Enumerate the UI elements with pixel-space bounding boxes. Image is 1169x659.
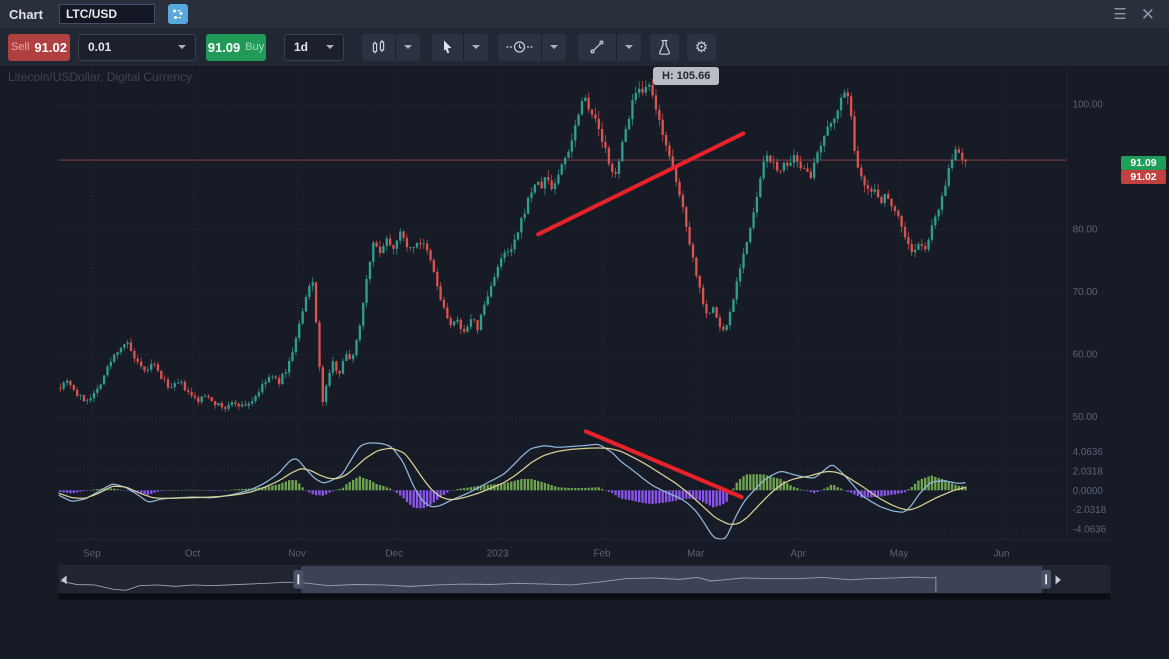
svg-text:70.00: 70.00 — [1073, 287, 1098, 298]
timeframe-value: 1d — [294, 40, 309, 54]
trendline-tool-button[interactable] — [578, 34, 616, 61]
price-axis[interactable]: 100.00 80.00 70.00 60.00 50.00 4.0636 2.0318 0.… — [1073, 99, 1107, 535]
menu-icon[interactable]: ☰ — [1113, 5, 1127, 23]
buy-label: Buy — [245, 41, 265, 53]
indicators-button[interactable] — [650, 33, 679, 61]
svg-text:Dec: Dec — [385, 548, 403, 559]
chevron-down-icon — [178, 45, 186, 49]
cursor-tool-dropdown[interactable] — [464, 34, 488, 61]
trendline-annotation[interactable] — [583, 429, 744, 500]
macd-line — [58, 442, 966, 540]
candlestick-icon — [372, 39, 385, 53]
time-interval-dropdown[interactable] — [542, 34, 566, 61]
svg-text:Apr: Apr — [791, 548, 807, 559]
symbol-watermark: Litecoin/USDollar, Digital Currency — [8, 70, 193, 84]
chevron-down-icon — [550, 45, 558, 49]
trendline-icon — [590, 40, 604, 54]
chart-type-group — [362, 33, 420, 61]
time-interval-button[interactable] — [498, 34, 541, 61]
cursor-tool-group — [432, 33, 488, 61]
svg-text:Oct: Oct — [185, 548, 201, 559]
candle-style-dropdown[interactable] — [396, 34, 420, 61]
page-title: Chart — [9, 6, 43, 22]
high-price-tooltip: H: 105.66 — [653, 67, 720, 85]
close-icon[interactable]: ✕ — [1140, 4, 1155, 24]
trendline-annotation[interactable] — [536, 131, 746, 237]
flask-icon — [659, 39, 670, 55]
symbol-link-icon — [172, 9, 183, 19]
cursor-icon — [444, 40, 452, 54]
svg-text:2.0318: 2.0318 — [1073, 467, 1104, 478]
gridlines — [58, 66, 1067, 540]
title-bar: Chart ☰ ✕ — [0, 0, 1169, 28]
macd-histogram — [59, 474, 967, 509]
svg-text:-4.0636: -4.0636 — [1073, 525, 1107, 536]
toolbar: Sell 91.02 0.01 91.09 Buy 1d — [0, 28, 1169, 66]
candle-style-button[interactable] — [362, 34, 395, 61]
svg-text:80.00: 80.00 — [1073, 224, 1098, 235]
sell-price: 91.02 — [34, 39, 67, 55]
scroll-right-icon[interactable] — [1055, 575, 1061, 585]
ask-price-badge: 91.09 — [1121, 156, 1166, 170]
svg-text:Mar: Mar — [687, 548, 705, 559]
chart-surface[interactable]: 100.00 80.00 70.00 60.00 50.00 4.0636 2.0318 0.… — [0, 66, 1169, 659]
svg-text:2023: 2023 — [487, 548, 509, 559]
sell-button[interactable]: Sell 91.02 — [8, 33, 70, 61]
bid-price-badge: 91.02 — [1121, 170, 1166, 184]
scroll-left-icon[interactable] — [61, 575, 67, 585]
svg-text:60.00: 60.00 — [1073, 350, 1098, 361]
gear-icon: ⚙ — [694, 38, 709, 56]
candlestick-series[interactable] — [59, 78, 967, 413]
svg-text:May: May — [890, 548, 909, 559]
chevron-down-icon — [404, 45, 412, 49]
svg-text:4.0636: 4.0636 — [1073, 447, 1104, 458]
clock-icon — [506, 41, 533, 53]
trendline-annotations[interactable] — [536, 131, 746, 500]
time-axis[interactable]: Sep Oct Nov Dec 2023 Feb Mar Apr May Jun — [83, 548, 1009, 559]
svg-text:0.0000: 0.0000 — [1073, 486, 1104, 497]
buy-price: 91.09 — [207, 39, 241, 55]
svg-text:Feb: Feb — [594, 548, 612, 559]
signal-line — [58, 447, 966, 525]
volume-value: 0.01 — [88, 40, 112, 54]
volume-select[interactable]: 0.01 — [78, 33, 196, 61]
svg-text:Sep: Sep — [83, 548, 101, 559]
svg-text:100.00: 100.00 — [1073, 99, 1104, 110]
chevron-down-icon — [472, 45, 480, 49]
svg-text:-2.0318: -2.0318 — [1073, 505, 1107, 516]
settings-button[interactable]: ⚙ — [687, 33, 716, 61]
drawing-tool-dropdown[interactable] — [617, 34, 641, 61]
navigator-selected-range[interactable] — [301, 566, 1043, 594]
drawing-tool-group — [578, 33, 641, 61]
navigator-scrollbar[interactable] — [58, 566, 1111, 594]
sell-label: Sell — [11, 41, 30, 53]
session-time-group — [498, 33, 566, 61]
buy-button[interactable]: 91.09 Buy — [206, 33, 266, 61]
svg-text:Nov: Nov — [288, 548, 306, 559]
bottom-bar — [58, 593, 1111, 600]
cursor-tool-button[interactable] — [432, 34, 463, 61]
svg-text:Jun: Jun — [994, 548, 1010, 559]
svg-text:50.00: 50.00 — [1073, 412, 1098, 423]
navigator-sparkline — [60, 576, 937, 593]
symbol-link-button[interactable] — [167, 4, 188, 24]
chevron-down-icon — [625, 45, 633, 49]
chevron-down-icon — [326, 45, 334, 49]
symbol-input[interactable] — [58, 4, 155, 24]
timeframe-select[interactable]: 1d — [284, 33, 344, 61]
